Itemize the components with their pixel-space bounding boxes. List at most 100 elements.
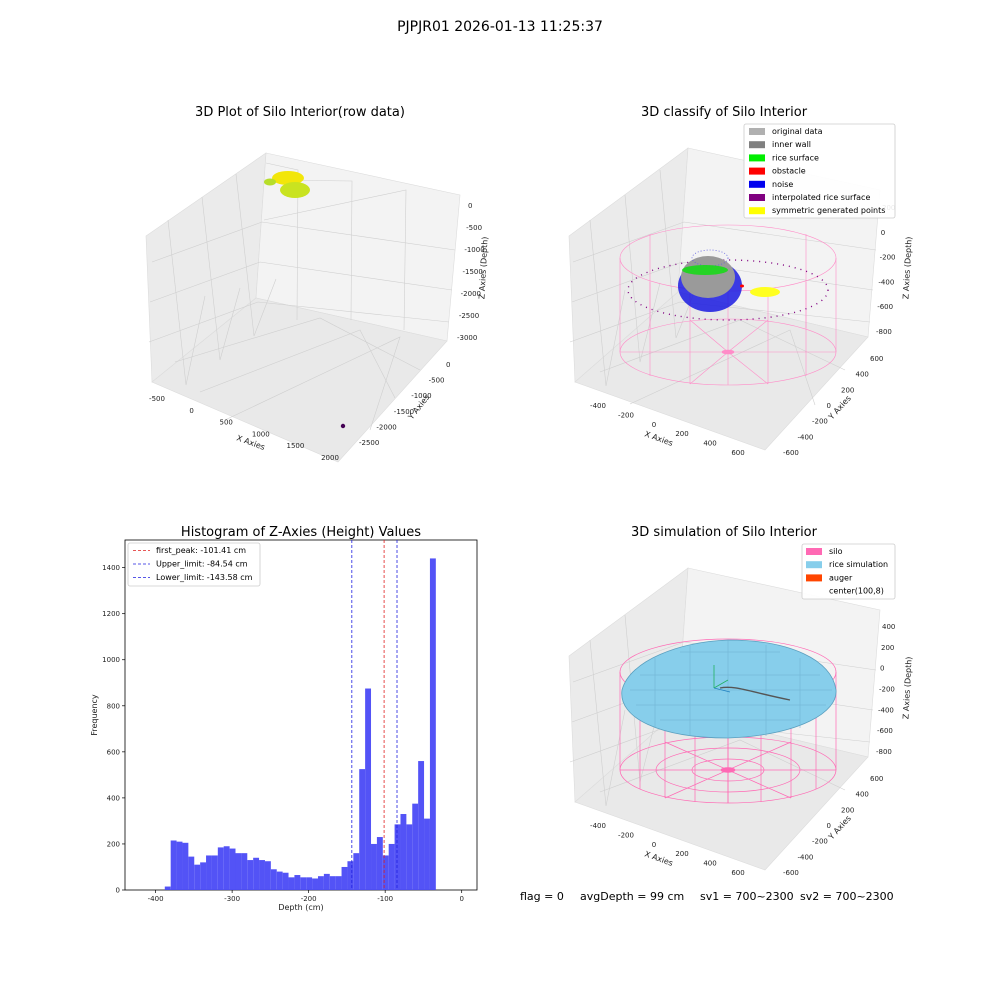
histogram-y-tick-label: 0 [116,887,120,895]
histogram-bar [288,877,295,890]
histogram-y-tick-label: 1200 [102,610,120,618]
raw-y-tick-label: -1000 [411,392,431,400]
classify-z-label: Z Axies (Depth) [901,236,913,299]
raw-x-tick-label: 0 [189,407,193,415]
histogram-bar [276,871,283,890]
simulation-z-ticks: 400 200 0 -200 -400 -600 -800 [876,623,895,756]
classify-legend-label: inner wall [772,140,811,149]
obstacle-points [740,284,744,288]
simulation-x-tick-label: 0 [652,841,656,849]
classify-x-tick-label: 0 [652,421,656,429]
histogram-bar [170,840,177,890]
histogram-bar [253,857,260,890]
histogram-legend-label: Lower_limit: -143.58 cm [156,573,253,582]
histogram-bar [335,876,342,890]
raw-point-cluster [264,178,276,186]
raw-z-tick-label: -3000 [457,334,477,342]
classify-legend-swatch [749,207,765,215]
histogram-x-tick-label: -100 [377,895,393,903]
histogram-x-tick-label: -300 [224,895,240,903]
classify-legend-swatch [749,128,765,135]
raw-x-tick-label: 1000 [252,430,270,438]
raw-point-cluster [280,182,310,198]
raw-outlier-point [340,423,346,429]
classify-x-tick-label: 200 [675,430,688,438]
simulation-z-tick-label: -800 [876,748,892,756]
simulation-y-tick-label: 600 [870,775,883,783]
histogram-bar [241,853,248,890]
classify-x-label: X Axies [643,429,674,448]
histogram-bar [400,814,407,890]
histogram-reference-lines [351,540,398,890]
raw-x-tick-label: 500 [220,419,233,427]
classify-y-tick-label: 600 [870,355,883,363]
classify-z-tick-label: -600 [877,303,893,311]
simulation-legend: silo rice simulation auger center(100,8) [801,543,896,600]
panel-classify-title: 3D classify of Silo Interior [641,105,808,120]
histogram-y-tick-label: 800 [107,702,120,710]
histogram-legend-label: Upper_limit: -84.54 cm [156,560,248,569]
classify-z-ticks: 2000-200-400-600-800 [876,204,895,336]
simulation-z-tick-label: -400 [878,706,894,714]
histogram-bar [424,818,430,890]
classify-x-ticks: -400 -200 0 200 400 600 [590,402,745,457]
auger-marker [713,665,731,693]
simulation-title: 3D simulation of Silo Interior [631,525,818,540]
histogram-y-tick-label: 400 [107,794,120,802]
histogram-bar [329,876,336,890]
classify-legend-label: noise [772,180,793,189]
histogram-bar [429,558,436,890]
raw-z-ticks: 0 -500 -1000 -1500 -2000 -2500 -3000 [457,202,485,342]
simulation-z-tick-label: 400 [882,623,895,631]
simulation-floor-pane [574,711,869,871]
histogram-bar [317,876,324,890]
simulation-z-tick-label: -600 [877,727,893,735]
classify-x-tick-label: 600 [731,449,744,457]
classify-legend-swatch [749,141,765,149]
panel-raw-title: 3D Plot of Silo Interior(row data) [195,105,405,120]
simulation-y-tick-label: 400 [856,791,869,799]
histogram-legend-label: first_peak: -101.41 cm [156,546,246,555]
classify-z-tick-label: -800 [876,328,892,336]
classify-x-tick-label: -200 [618,411,634,419]
histogram-bar [406,824,413,890]
histogram-bar [200,862,207,890]
classify-y-tick-label: 400 [856,371,869,379]
histogram-x-tick-label: 0 [459,895,463,903]
simulation-y-tick-label: 200 [841,806,854,814]
histogram-x-label: Depth (cm) [278,903,323,912]
auger-shadow [719,686,791,701]
classify-legend-label: interpolated rice surface [772,193,870,202]
histogram-bar [206,855,212,890]
symmetric-generated-points [750,287,780,297]
histogram-bar [294,875,301,890]
histogram-y-ticks: 0 200 400 600 800 1000 1200 1400 [102,564,125,895]
classify-x-tick-label: 400 [703,440,716,448]
histogram-bar [264,861,271,890]
raw-x-ticks: -500 0 500 1000 1500 2000 [149,395,339,462]
classify-legend-swatch [749,154,765,162]
classify-x-tick-label: -400 [590,402,606,410]
raw-y-tick-label: -1500 [394,408,414,416]
classify-floor-pane [574,291,869,451]
histogram-legend-frame [127,542,261,587]
figure-title: PJPJR01 2026-01-13 11:25:37 [397,19,603,35]
histogram-bars [164,558,436,890]
simulation-x-tick-label: 400 [703,860,716,868]
histogram-x-ticks: -400 -300 -200 -100 0 [148,890,464,903]
classify-point-clusters [627,249,829,321]
histogram-bar [182,842,189,890]
histogram-bar [306,877,313,890]
simulation-z-tick-label: -200 [879,686,895,694]
simulation-legend-label: rice simulation [829,560,888,569]
raw-z-label: Z Axies (Depth) [477,236,489,299]
panel-classify: 3D classify of Silo Interior [568,105,914,457]
histogram-y-tick-label: 600 [107,748,120,756]
classify-legend-items: original data inner wall rice surface obsta… [749,127,885,215]
status-avg-depth: avgDepth = 99 cm [580,890,684,903]
histogram-y-tick-label: 1400 [102,564,120,572]
classify-gridlines [569,169,877,406]
simulation-x-tick-label: -200 [618,831,634,839]
histogram-bar [371,843,377,890]
